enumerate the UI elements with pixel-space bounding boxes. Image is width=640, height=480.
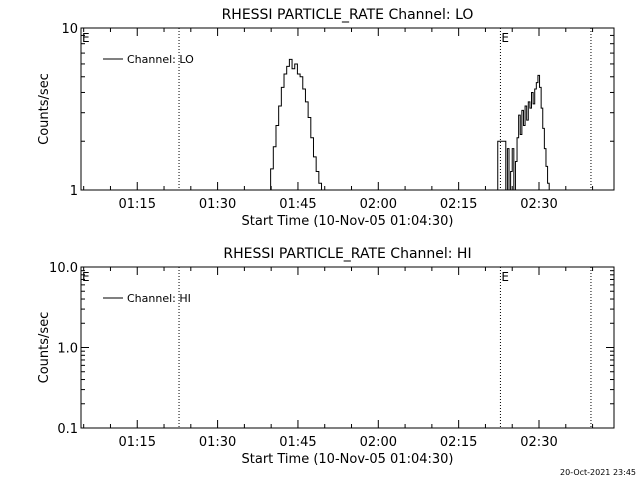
- y-axis-label: Counts/sec: [37, 73, 52, 145]
- eclipse-marker-label: E: [82, 31, 90, 45]
- x-tick-label: 01:15: [119, 435, 156, 450]
- eclipse-marker-label: E: [501, 31, 509, 45]
- x-tick-label: 01:45: [279, 435, 316, 450]
- panel-lo-channel: RHESSI PARTICLE_RATE Channel: LO 01:15 01:…: [37, 7, 615, 229]
- x-tick-label: 02:15: [440, 197, 477, 212]
- x-tick-label: 02:30: [520, 197, 557, 212]
- x-tick-label: 01:45: [279, 197, 316, 212]
- legend-label: Channel: LO: [127, 53, 194, 66]
- x-tick-label: 01:15: [119, 197, 156, 212]
- x-tick-label: 01:30: [199, 435, 236, 450]
- chart-title: RHESSI PARTICLE_RATE Channel: LO: [222, 7, 474, 23]
- y-tick-label: 1.0: [57, 342, 78, 357]
- x-tick-label: 02:30: [520, 435, 557, 450]
- series-line-1: [267, 58, 555, 191]
- chart-title: RHESSI PARTICLE_RATE Channel: HI: [223, 246, 471, 262]
- x-tick-label: 01:30: [199, 197, 236, 212]
- x-tick-label: 02:15: [440, 435, 477, 450]
- footer-timestamp: 20-Oct-2021 23:45: [560, 468, 636, 477]
- y-tick-label: 10: [61, 22, 78, 37]
- y-axis-label: Counts/sec: [37, 312, 52, 384]
- y-tick-label: 1: [70, 184, 78, 199]
- eclipse-marker-label: E: [501, 270, 509, 284]
- y-tick-label: 0.1: [57, 422, 78, 437]
- x-axis-label: Start Time (10-Nov-05 01:04:30): [242, 452, 454, 467]
- x-tick-label: 02:00: [360, 435, 397, 450]
- legend-label: Channel: HI: [127, 292, 191, 305]
- x-tick-label: 02:00: [360, 197, 397, 212]
- y-tick-label: 10.0: [49, 261, 78, 276]
- eclipse-marker-label: E: [82, 270, 90, 284]
- x-axis-label: Start Time (10-Nov-05 01:04:30): [242, 214, 454, 229]
- panel-hi-channel: RHESSI PARTICLE_RATE Channel: HI 01:15 01:…: [37, 246, 615, 467]
